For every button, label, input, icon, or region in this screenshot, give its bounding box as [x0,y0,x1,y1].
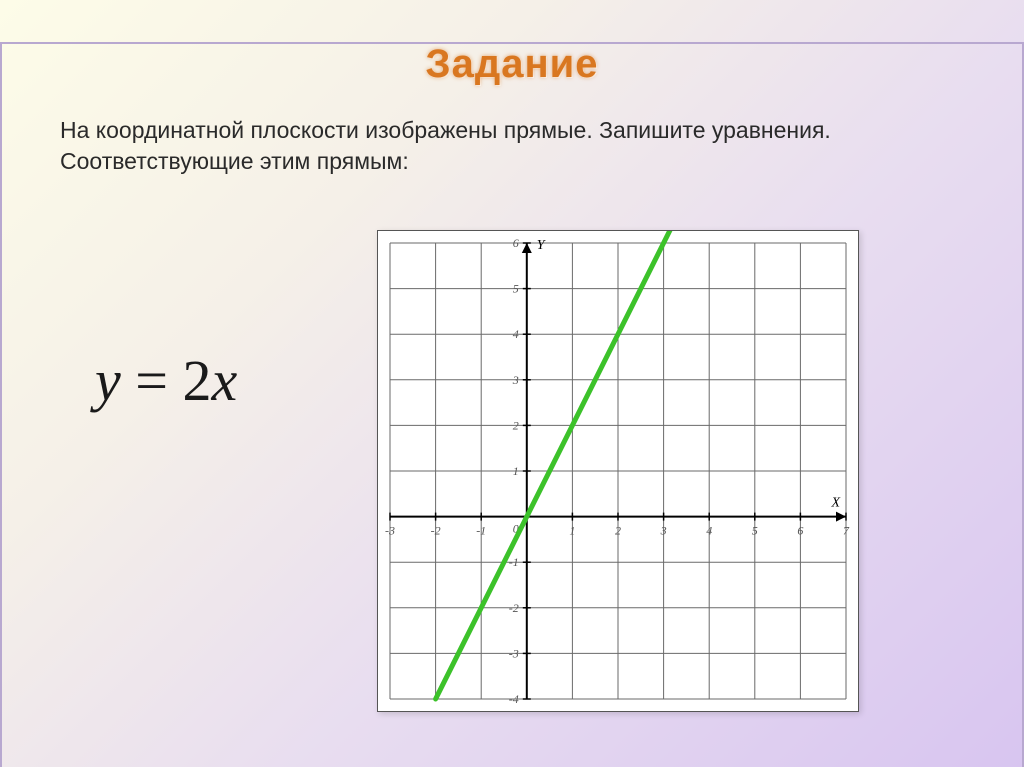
equation-equals: = [121,348,183,413]
svg-text:7: 7 [843,524,850,538]
equation-rhs-var: x [211,348,237,413]
svg-text:-1: -1 [509,555,519,569]
svg-text:3: 3 [660,524,667,538]
svg-text:-3: -3 [509,646,519,660]
svg-text:1: 1 [513,464,519,478]
task-text: На координатной плоскости изображены пря… [60,115,964,177]
svg-text:-2: -2 [509,601,519,615]
svg-text:4: 4 [513,327,519,341]
svg-text:-1: -1 [476,524,486,538]
svg-text:6: 6 [797,524,803,538]
svg-text:5: 5 [513,282,519,296]
svg-text:1: 1 [569,524,575,538]
svg-text:2: 2 [513,418,519,432]
svg-text:5: 5 [752,524,758,538]
slide-title: Задание [0,42,1024,87]
svg-text:-4: -4 [509,692,519,706]
svg-text:-2: -2 [431,524,441,538]
coordinate-chart: -3-2-11234567-4-3-2-11234560XY [377,230,859,712]
svg-text:X: X [830,496,840,511]
equation-rhs-coef: 2 [182,348,211,413]
equation: y = 2x [95,347,237,414]
svg-text:6: 6 [513,236,519,250]
svg-text:3: 3 [512,373,519,387]
svg-text:4: 4 [706,524,712,538]
svg-text:-3: -3 [385,524,395,538]
equation-lhs: y [95,348,121,413]
svg-text:2: 2 [615,524,621,538]
